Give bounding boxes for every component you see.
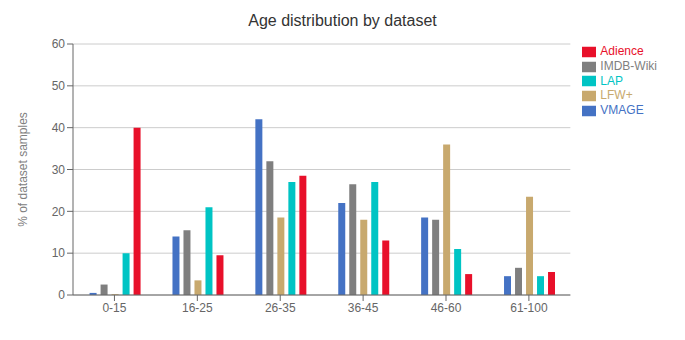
- svg-text:26-35: 26-35: [265, 301, 296, 315]
- svg-text:46-60: 46-60: [431, 301, 462, 315]
- html-text:Age distribution by dataset: Age distribution by dataset: [248, 12, 437, 29]
- svg-text:61-100: 61-100: [510, 301, 548, 315]
- svg-text:16-25: 16-25: [182, 301, 213, 315]
- svg-text:30: 30: [52, 163, 66, 177]
- html-text:IMDB-Wiki: IMDB-Wiki: [600, 58, 657, 73]
- html-text:Adience: Adience: [600, 44, 644, 58]
- svg-text:% of dataset samples: % of dataset samples: [16, 112, 30, 227]
- svg-text:40: 40: [52, 121, 66, 135]
- svg-text:20: 20: [52, 205, 66, 219]
- svg-text:60: 60: [52, 37, 66, 51]
- html-text:VMAGE: VMAGE: [600, 103, 644, 118]
- svg-text:36-45: 36-45: [348, 301, 379, 315]
- svg-text:0-15: 0-15: [102, 301, 126, 315]
- html-text:LAP: LAP: [600, 73, 623, 88]
- html-text:LFW+: LFW+: [600, 88, 633, 103]
- svg-text:10: 10: [52, 246, 66, 260]
- svg-text:0: 0: [58, 288, 65, 302]
- svg-text:50: 50: [52, 79, 66, 93]
